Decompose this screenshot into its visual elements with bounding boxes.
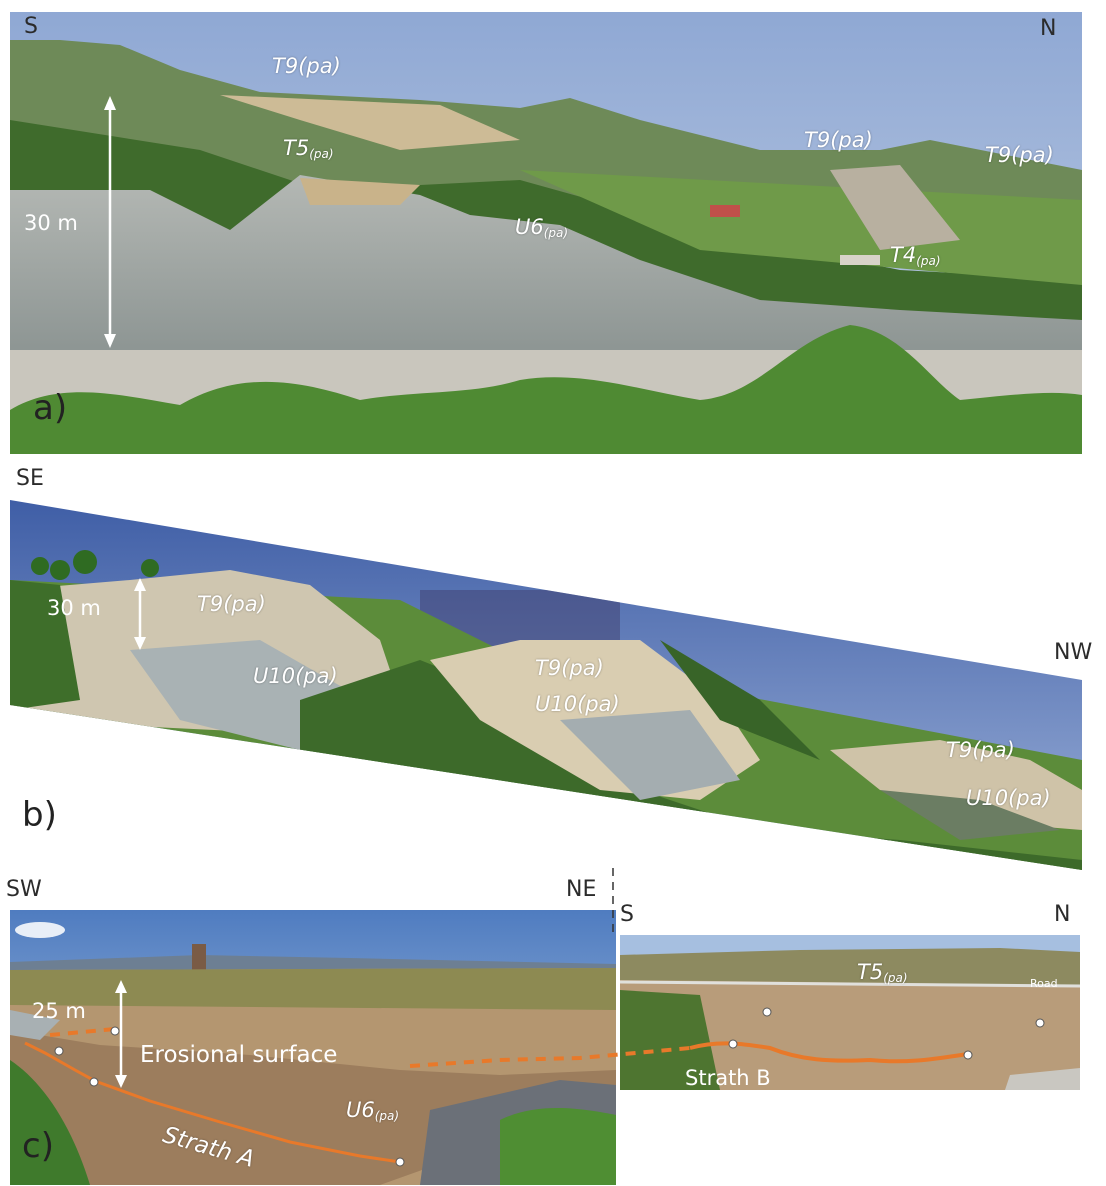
panel-b-image [10, 500, 1082, 870]
scale-label-b: 30 m [47, 596, 101, 620]
label-u6-a: U6(pa) [515, 215, 569, 240]
scale-arrow-c [115, 980, 127, 1088]
scale-arrow-a [104, 96, 116, 348]
label-u10-b1: U10(pa) [253, 664, 338, 688]
panel-label-c: c) [22, 1126, 54, 1166]
strath-a-line [24, 1041, 401, 1164]
label-t5-a: T5(pa) [283, 136, 334, 161]
label-strath-b: Strath B [685, 1066, 771, 1090]
label-t9-b3: T9(pa) [946, 738, 1015, 762]
scale-label-c: 25 m [32, 999, 86, 1023]
label-t9-a1: T9(pa) [272, 54, 341, 78]
label-t9-b1: T9(pa) [197, 592, 266, 616]
compass-north-a: N [1040, 16, 1057, 41]
label-u10-b2: U10(pa) [535, 692, 620, 716]
label-road: Road [1030, 977, 1058, 990]
label-u6-c: U6(pa) [346, 1098, 400, 1123]
label-t9-a2: T9(pa) [804, 128, 873, 152]
label-t4-a: T4(pa) [890, 243, 941, 268]
compass-southwest-c: SW [6, 877, 42, 902]
label-t9-b2: T9(pa) [535, 656, 604, 680]
compass-south-c: S [620, 902, 634, 927]
panel-label-b: b) [22, 795, 57, 835]
label-t9-a3: T9(pa) [985, 143, 1054, 167]
label-erosional-surface: Erosional surface [140, 1042, 338, 1068]
label-t5-c: T5(pa) [857, 960, 908, 985]
erosional-surface-line [49, 1027, 691, 1068]
panel-a-image [10, 12, 1082, 454]
scale-arrow-b [134, 578, 146, 650]
compass-southeast-b: SE [16, 466, 44, 491]
panel-c-left-image [10, 910, 616, 1185]
panel-label-a: a) [33, 388, 68, 428]
compass-northeast-c: NE [566, 877, 597, 902]
compass-south-a: S [24, 14, 38, 39]
scale-label-a: 30 m [24, 211, 78, 235]
label-u10-b3: U10(pa) [966, 786, 1051, 810]
compass-northwest-b: NW [1054, 640, 1093, 665]
compass-north-c: N [1054, 902, 1071, 927]
survey-points [54, 1007, 1045, 1167]
